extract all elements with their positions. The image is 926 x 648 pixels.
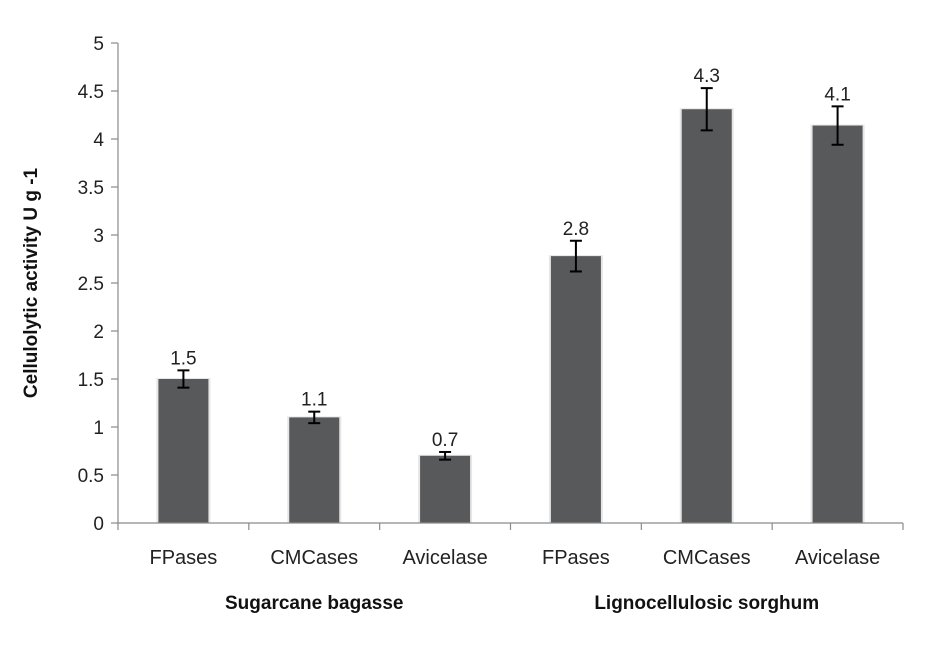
data-label: 4.1 bbox=[824, 84, 850, 105]
y-axis: 0 0.5 1 1.5 2 2.5 3 3.5 4 4.5 5 bbox=[78, 34, 119, 535]
y-tick-label: 1 bbox=[93, 418, 104, 439]
y-tick-label: 1.5 bbox=[78, 370, 104, 391]
error-bar bbox=[700, 87, 713, 132]
bar bbox=[812, 125, 863, 523]
bar bbox=[681, 109, 732, 524]
x-category-label: FPases bbox=[150, 547, 218, 569]
x-category-label: Avicelase bbox=[795, 547, 880, 569]
y-tick-label: 2 bbox=[93, 322, 104, 343]
y-tick-label: 2.5 bbox=[78, 274, 104, 295]
error-bar bbox=[831, 105, 844, 146]
error-bar bbox=[439, 450, 452, 461]
y-tick-label: 3 bbox=[93, 226, 104, 247]
error-bar bbox=[177, 369, 190, 389]
bar bbox=[550, 256, 601, 523]
x-axis: FPases CMCases Avicelase FPases CMCases Avice… bbox=[117, 522, 904, 614]
error-bar bbox=[308, 410, 321, 425]
error-bar bbox=[569, 239, 582, 273]
x-category-label: FPases bbox=[542, 547, 610, 569]
y-axis-title: Cellulolytic activity U g -1 bbox=[21, 167, 42, 398]
data-label: 4.3 bbox=[694, 66, 720, 87]
y-tick-label: 4 bbox=[93, 130, 104, 151]
x-category-label: CMCases bbox=[663, 547, 751, 569]
bar bbox=[158, 379, 209, 523]
bar bbox=[289, 417, 340, 523]
y-tick-label: 0.5 bbox=[78, 466, 104, 487]
data-label: 1.1 bbox=[301, 390, 327, 411]
x-category-label: CMCases bbox=[270, 547, 358, 569]
bars: 1.5 1.1 0.7 2.8 4.3 4.1 bbox=[156, 66, 865, 524]
data-label: 0.7 bbox=[432, 430, 458, 451]
y-tick-label: 3.5 bbox=[78, 178, 104, 199]
y-tick-label: 4.5 bbox=[78, 82, 104, 103]
data-label: 2.8 bbox=[563, 219, 589, 240]
x-category-label: Avicelase bbox=[402, 547, 487, 569]
x-group-label: Lignocellulosic sorghum bbox=[594, 593, 819, 614]
x-group-label: Sugarcane bagasse bbox=[225, 593, 403, 614]
y-tick-label: 5 bbox=[93, 34, 104, 55]
y-tick-label: 0 bbox=[93, 514, 104, 535]
bar bbox=[420, 455, 471, 523]
data-label: 1.5 bbox=[170, 348, 196, 369]
